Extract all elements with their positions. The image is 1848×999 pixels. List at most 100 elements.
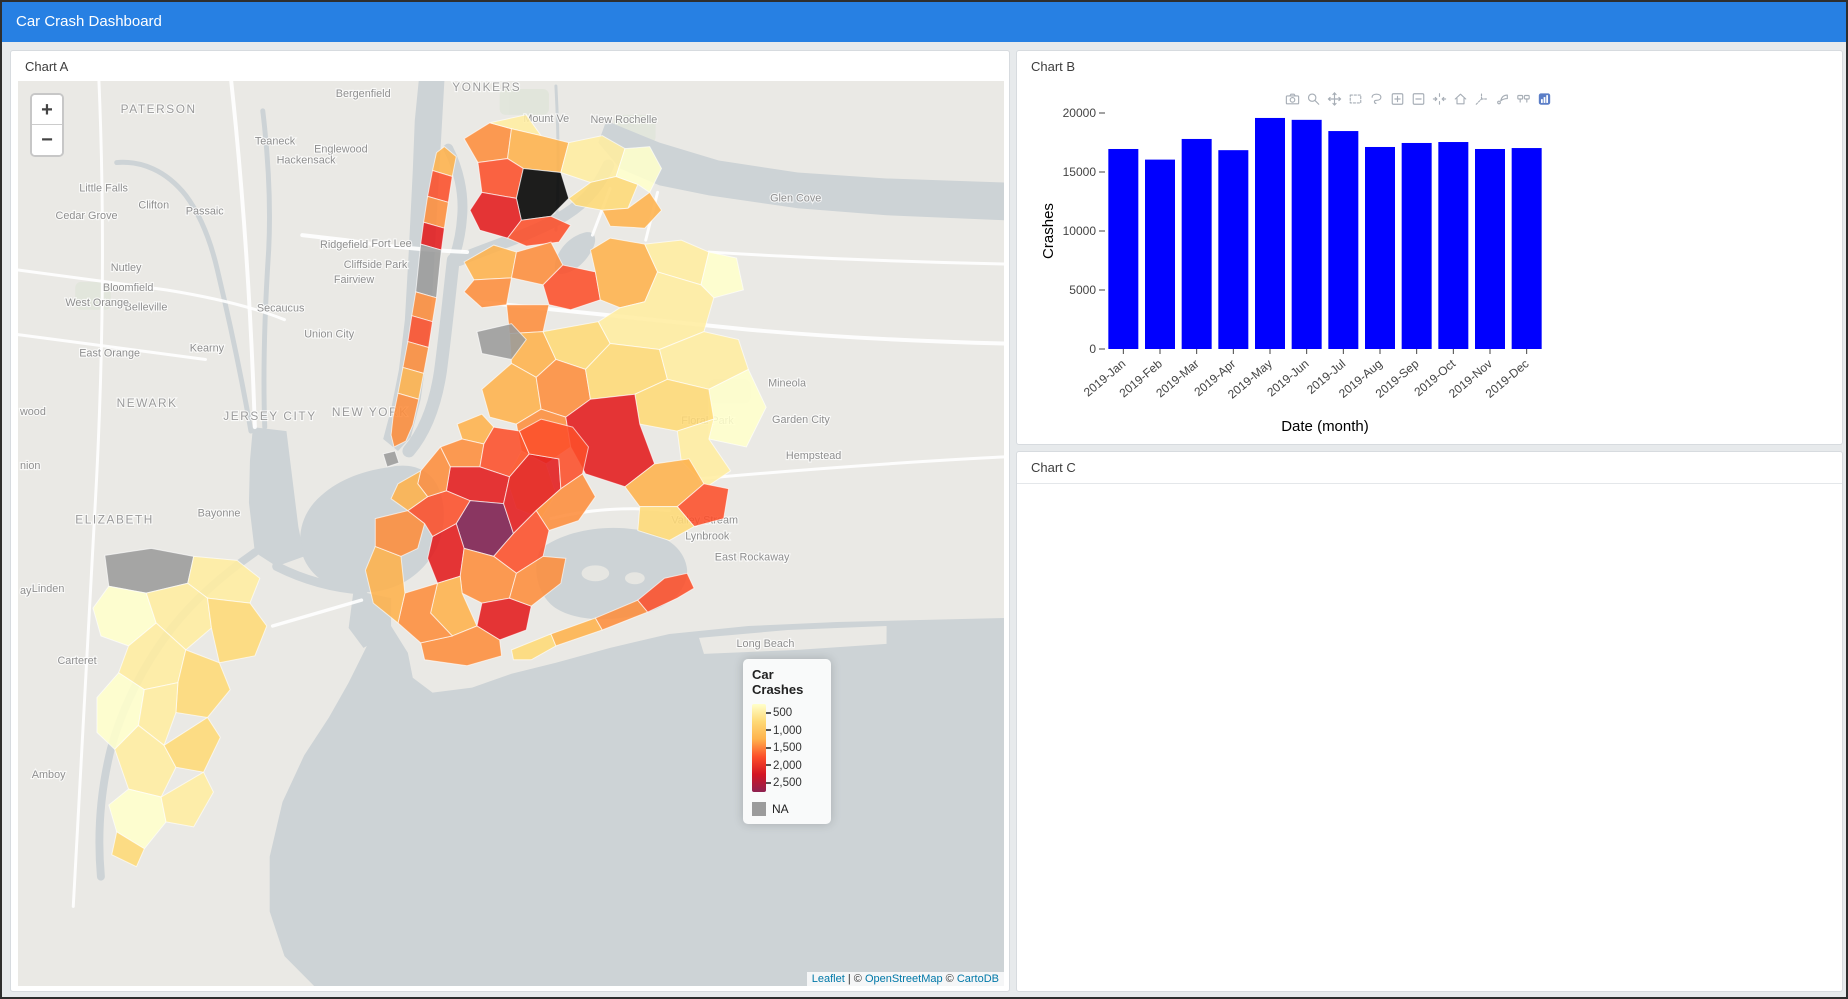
map-place-label: East Rockaway [715, 551, 790, 563]
map-place-label: Cedar Grove [56, 210, 118, 222]
map-place-label: Union City [304, 329, 355, 341]
zoom-in-button[interactable]: + [32, 95, 62, 125]
y-tick-label: 20000 [1063, 106, 1097, 120]
box-select-icon[interactable] [1346, 91, 1365, 107]
map-place-label: Englewood [314, 144, 368, 156]
map-place-label: NEW YORK [332, 405, 409, 419]
bar-2019-Oct[interactable] [1438, 142, 1469, 349]
chart-b-card: Chart B 0 5000 10000 15000 20000 2019-Jan 2019… [1016, 50, 1843, 445]
zip-region[interactable] [463, 277, 513, 309]
map-place-label: Fort Lee [371, 238, 411, 250]
crashes-bar-chart[interactable]: 0 5000 10000 15000 20000 2019-Jan 2019-Feb 2019… [1023, 99, 1583, 443]
openstreetmap-link[interactable]: OpenStreetMap [864, 973, 943, 985]
bar-2019-Jan[interactable] [1108, 148, 1139, 349]
bar-2019-Jun[interactable] [1291, 119, 1322, 350]
bar-2019-Dec[interactable] [1511, 148, 1542, 349]
hover-compare-icon[interactable] [1514, 91, 1533, 107]
zoom-out-icon[interactable] [1409, 91, 1428, 107]
bar-2019-Sep[interactable] [1401, 142, 1432, 349]
bar-2019-Feb[interactable] [1145, 159, 1175, 349]
pan-icon[interactable] [1325, 91, 1344, 107]
cartodb-link[interactable]: CartoDB [956, 973, 999, 985]
zip-region[interactable] [160, 771, 214, 828]
hover-closest-icon[interactable] [1493, 91, 1512, 107]
zip-region[interactable] [567, 175, 639, 211]
zip-region[interactable] [601, 191, 663, 229]
zip-region[interactable] [163, 716, 221, 773]
toggle-spikelines-icon[interactable] [1472, 91, 1491, 107]
map-canvas[interactable]: PATERSON YONKERS Bergenfield Mount Ve New Ro… [18, 81, 1004, 986]
chart-a-title: Chart A [25, 59, 69, 74]
bar-2019-Nov[interactable] [1475, 148, 1505, 349]
map-place-label: YONKERS [452, 81, 521, 94]
zip-region[interactable] [700, 251, 745, 299]
zip-region[interactable] [137, 682, 179, 747]
legend-tick: 1,000 [766, 725, 802, 737]
bar-2019-Apr[interactable] [1218, 150, 1249, 349]
app-title: Car Crash Dashboard [16, 13, 162, 30]
autoscale-icon[interactable] [1430, 91, 1449, 107]
x-axis-title: Date (month) [1281, 418, 1369, 435]
map-attribution: Leaflet | © OpenStreetMap © CartoDB [806, 972, 1004, 986]
zip-region[interactable] [637, 572, 695, 613]
legend-na-swatch [752, 802, 766, 816]
zoom-icon[interactable] [1304, 91, 1323, 107]
map-place-label: Ridgefield [320, 239, 368, 251]
bar-2019-Mar[interactable] [1181, 138, 1212, 349]
map-place-label: Mineola [768, 377, 807, 389]
chart-a-card: Chart A [10, 50, 1010, 992]
legend-tick: 2,000 [766, 760, 802, 772]
zip-region[interactable] [637, 506, 695, 542]
plotly-logo-icon[interactable] [1535, 91, 1554, 107]
zip-region[interactable] [560, 135, 626, 183]
map-place-label: Mount Ve [523, 113, 569, 125]
legend-gradient [752, 704, 766, 792]
map-place-label: Hempstead [786, 450, 841, 462]
map-place-label: Kearny [190, 342, 225, 354]
map-place-label: Nutley [111, 262, 142, 274]
zoom-in-icon[interactable] [1388, 91, 1407, 107]
map-place-label: New Rochelle [590, 114, 657, 126]
chart-c-card: Chart C [1016, 451, 1843, 992]
zip-region[interactable] [206, 597, 268, 664]
map-place-label: wood [19, 406, 46, 418]
y-tick-label: 5000 [1069, 283, 1096, 297]
bar-chart-canvas[interactable]: 050001000015000200002019-Jan2019-Feb2019… [1023, 99, 1583, 443]
map-place-label: ELIZABETH [75, 513, 154, 527]
zip-region-na[interactable] [382, 450, 400, 468]
zip-region[interactable] [390, 392, 420, 448]
crash-map[interactable]: PATERSON YONKERS Bergenfield Mount Ve New Ro… [18, 81, 1004, 986]
map-place-label: Bergenfield [336, 88, 391, 100]
map-place-label: Passaic [186, 205, 224, 217]
leaflet-link[interactable]: Leaflet [811, 973, 845, 985]
y-axis-title: Crashes [1040, 203, 1057, 259]
camera-icon[interactable] [1283, 91, 1302, 107]
map-place-label: Clifton [138, 199, 169, 211]
lasso-select-icon[interactable] [1367, 91, 1386, 107]
choropleth-layer[interactable] [92, 114, 767, 868]
bar-2019-Jul[interactable] [1328, 131, 1359, 349]
zip-region[interactable] [390, 469, 429, 512]
map-zoom-control: + − [30, 93, 64, 157]
zip-region[interactable] [506, 215, 572, 247]
map-place-label: nion [20, 460, 40, 472]
zip-region-na[interactable] [415, 243, 442, 299]
attribution-separator: | © [844, 973, 865, 985]
zoom-out-button[interactable]: − [32, 125, 62, 155]
legend-tick: 2,500 [766, 777, 802, 789]
reset-axes-icon[interactable] [1451, 91, 1470, 107]
zip-region[interactable] [111, 831, 145, 868]
zip-region[interactable] [420, 625, 503, 667]
map-place-label: Amboy [32, 769, 66, 781]
map-place-label: Bloomfield [103, 282, 154, 294]
zip-region[interactable] [508, 555, 567, 607]
legend-tick: 500 [766, 707, 802, 719]
bar-2019-Aug[interactable] [1365, 146, 1395, 349]
zip-region[interactable] [510, 633, 557, 661]
map-place-label: Cliffside Park [344, 259, 408, 271]
bar-2019-May[interactable] [1255, 117, 1285, 350]
zip-region-na[interactable] [476, 323, 527, 361]
map-place-label: Carteret [57, 655, 96, 667]
legend-na-label: NA [772, 802, 789, 816]
